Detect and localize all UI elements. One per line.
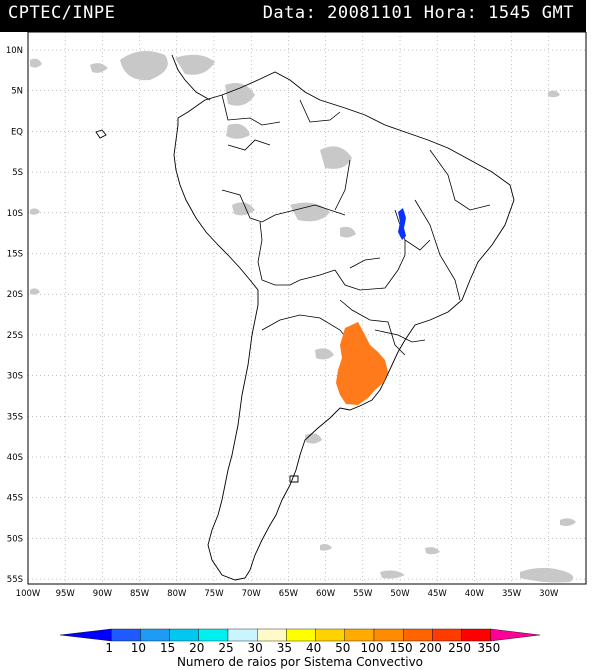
lat-label: 25S (7, 331, 23, 341)
scale-label: 200 (418, 641, 442, 655)
lightning-map: 10N5NEQ5S10S15S20S25S30S35S40S45S50S55S … (6, 32, 587, 642)
lat-label: 30S (7, 372, 23, 382)
lon-label: 30W (539, 589, 559, 599)
lat-label: 5N (11, 87, 23, 97)
scale-swatch (59, 628, 112, 642)
color-scale-bar (59, 628, 541, 642)
lat-label: 15S (7, 250, 23, 260)
lat-label: 35S (7, 412, 23, 422)
lat-label: EQ (11, 127, 23, 137)
lat-label: 5S (12, 168, 23, 178)
scale-label: 25 (218, 641, 234, 655)
lon-label: 65W (279, 589, 299, 599)
coastlines (95, 54, 515, 581)
lon-label: 60W (316, 589, 336, 599)
map-grid (28, 32, 586, 584)
scale-swatch (344, 628, 375, 642)
date-time-label: Data: 20081101 Hora: 1545 GMT (262, 3, 574, 23)
color-scale-title: Numero de raios por Sistema Convectivo (176, 655, 424, 669)
scale-swatch (227, 628, 258, 642)
scale-swatch (461, 628, 492, 642)
map-header: CPTEC/INPE Data: 20081101 Hora: 1545 GMT (0, 0, 586, 32)
scale-label: 50 (335, 641, 351, 655)
country-borders (221, 94, 491, 361)
lon-label: 80W (167, 589, 187, 599)
lat-label: 10N (6, 46, 23, 56)
lon-label: 45W (428, 589, 448, 599)
lon-label: 100W (16, 589, 41, 599)
lon-label: 55W (353, 589, 373, 599)
scale-label: 250 (448, 641, 472, 655)
scale-label: 100 (360, 641, 384, 655)
scale-swatch (140, 628, 170, 642)
lat-label: 10S (7, 209, 23, 219)
scale-swatch (257, 628, 287, 642)
lon-label: 40W (465, 589, 485, 599)
scale-label: 150 (389, 641, 413, 655)
lon-label: 85W (130, 589, 150, 599)
map-frame (27, 32, 587, 585)
scale-label: 40 (305, 641, 322, 655)
scale-label: 350 (477, 641, 501, 655)
longitude-labels: 100W 95W 90W 85W 80W 75W 70W 65W 60W 55W 50W 45W 40W… (16, 589, 559, 599)
lat-label: 40S (7, 453, 23, 463)
scale-label: 15 (159, 641, 176, 655)
scale-swatch (110, 628, 141, 642)
scale-swatch (403, 628, 433, 642)
scale-label: 30 (247, 641, 263, 655)
lat-label: 45S (7, 494, 23, 504)
scale-label: 10 (130, 641, 147, 655)
scale-label: 35 (276, 641, 293, 655)
lon-label: 90W (93, 589, 113, 599)
scale-swatch (315, 628, 346, 642)
lon-label: 50W (390, 589, 410, 599)
scale-swatch (373, 628, 404, 642)
source-label: CPTEC/INPE (8, 3, 116, 23)
scale-swatch (286, 628, 316, 642)
scale-label: 20 (189, 641, 205, 655)
lat-label: 50S (7, 534, 23, 544)
lat-label: 20S (7, 290, 23, 300)
lat-label: 55S (7, 575, 23, 585)
lon-label: 70W (242, 589, 262, 599)
lon-label: 35W (502, 589, 522, 599)
scale-swatch (198, 628, 229, 642)
lon-label: 75W (204, 589, 224, 599)
scale-swatch (169, 628, 200, 642)
scale-label: 1 (105, 641, 114, 655)
lightning-systems (336, 208, 406, 405)
lon-label: 95W (56, 589, 76, 599)
scale-swatch (432, 628, 462, 642)
cloud-cover (30, 51, 576, 583)
latitude-labels: 10N 5N EQ 5S 10S 15S 20S 25S 30S 35S 40S 45S 50S 55S (6, 46, 23, 585)
scale-swatch (490, 628, 541, 642)
